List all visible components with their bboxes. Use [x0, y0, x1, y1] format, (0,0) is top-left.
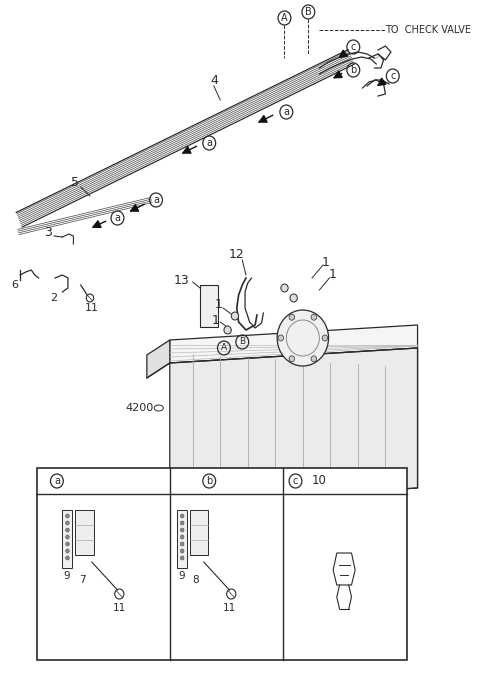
Circle shape	[224, 326, 231, 334]
Circle shape	[180, 514, 184, 518]
Circle shape	[277, 310, 328, 366]
Circle shape	[278, 335, 284, 341]
Text: 5: 5	[71, 176, 79, 190]
Text: c: c	[293, 476, 298, 486]
Text: 13: 13	[174, 273, 190, 286]
Bar	[62, 510, 72, 568]
Text: 2: 2	[49, 293, 57, 303]
Text: 12: 12	[229, 248, 245, 261]
Circle shape	[231, 312, 239, 320]
Text: a: a	[54, 476, 60, 486]
Text: 1: 1	[328, 269, 336, 281]
Text: B: B	[305, 7, 312, 17]
Circle shape	[180, 549, 184, 553]
Circle shape	[180, 542, 184, 546]
Text: a: a	[114, 213, 120, 223]
Bar	[36, 468, 407, 660]
Text: A: A	[281, 13, 288, 23]
Text: 11: 11	[223, 603, 236, 613]
Text: 11: 11	[85, 303, 99, 313]
Circle shape	[180, 528, 184, 532]
Text: 1: 1	[322, 256, 330, 269]
Bar	[75, 510, 94, 555]
Text: 1: 1	[215, 298, 222, 311]
Text: 10: 10	[312, 475, 327, 487]
Text: a: a	[283, 107, 289, 117]
Bar	[200, 285, 218, 327]
Circle shape	[281, 284, 288, 292]
Text: c: c	[350, 42, 356, 52]
Circle shape	[180, 521, 184, 525]
Text: 3: 3	[44, 227, 52, 240]
Circle shape	[289, 315, 295, 320]
Circle shape	[66, 549, 69, 553]
Text: c: c	[390, 71, 396, 81]
Bar	[177, 510, 187, 568]
Circle shape	[180, 535, 184, 539]
Circle shape	[66, 542, 69, 546]
Text: 8: 8	[192, 575, 199, 585]
Text: TO  CHECK VALVE: TO CHECK VALVE	[385, 25, 471, 35]
Circle shape	[66, 535, 69, 539]
Text: a: a	[206, 138, 212, 148]
Polygon shape	[170, 348, 418, 503]
Text: 6: 6	[11, 280, 18, 290]
Polygon shape	[147, 340, 170, 378]
Text: 1: 1	[212, 313, 219, 327]
Text: A: A	[221, 344, 227, 352]
Circle shape	[66, 521, 69, 525]
Circle shape	[290, 294, 297, 302]
Circle shape	[66, 528, 69, 532]
Text: b: b	[350, 65, 357, 75]
Circle shape	[180, 556, 184, 560]
Circle shape	[311, 356, 317, 362]
Text: 7: 7	[79, 575, 86, 585]
Polygon shape	[170, 325, 418, 363]
Text: 11: 11	[113, 603, 126, 613]
Text: 9: 9	[179, 571, 185, 581]
Circle shape	[289, 356, 295, 362]
Text: B: B	[239, 338, 245, 346]
Bar	[190, 510, 208, 555]
Text: 9: 9	[64, 571, 70, 581]
Text: 4200: 4200	[125, 403, 153, 413]
Text: a: a	[153, 195, 159, 205]
Circle shape	[322, 335, 328, 341]
Text: b: b	[206, 476, 212, 486]
Circle shape	[66, 556, 69, 560]
Text: 4: 4	[210, 74, 218, 86]
Circle shape	[66, 514, 69, 518]
Circle shape	[311, 315, 317, 320]
